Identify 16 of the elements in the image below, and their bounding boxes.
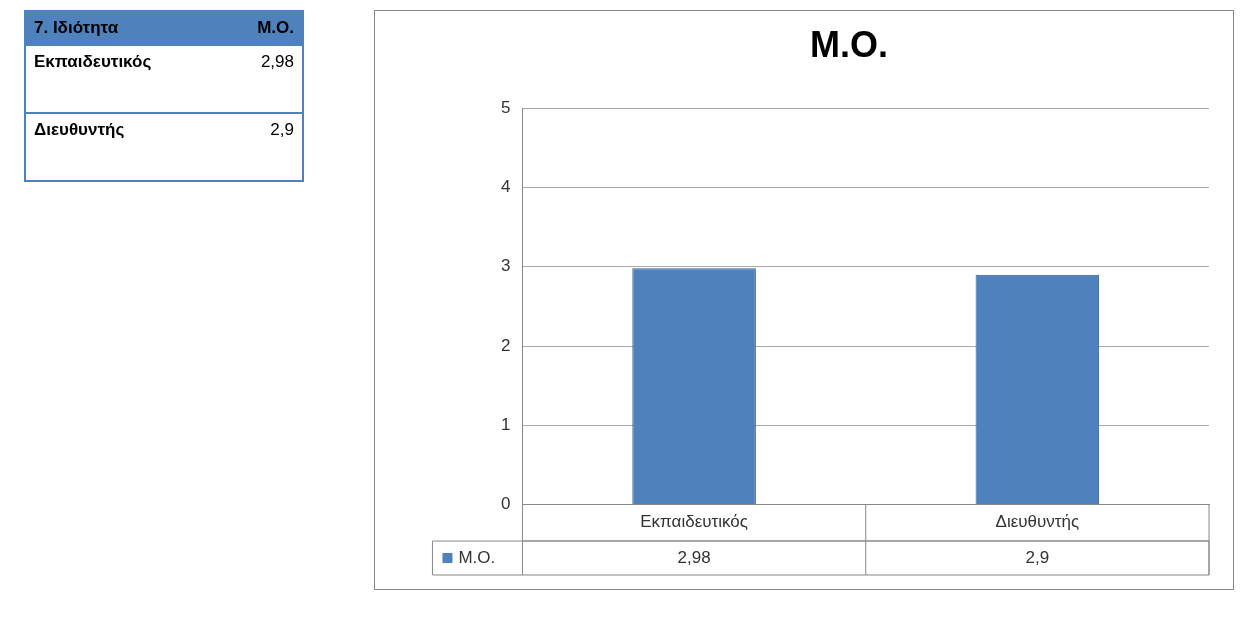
- category-label: Διευθυντής: [33, 119, 126, 141]
- text: Μ.Ο.: [256, 17, 295, 39]
- y-tick-label: 5: [500, 97, 511, 117]
- category-label: Εκπαιδευτικός: [33, 51, 153, 73]
- text: 2,9: [270, 120, 294, 139]
- y-tick-label: 1: [500, 415, 511, 435]
- text: 2,98: [260, 52, 294, 71]
- y-tick-label: 4: [500, 177, 511, 197]
- text: 7. Ιδιότητα: [33, 17, 120, 39]
- data-label: 2,9: [1025, 547, 1050, 567]
- y-tick-label: 3: [500, 256, 511, 276]
- y-tick-label: 2: [500, 335, 511, 355]
- y-tick-label: 0: [500, 494, 511, 514]
- chart-title: Μ.Ο.: [810, 23, 888, 65]
- legend-label: Μ.Ο.: [458, 547, 496, 567]
- data-label: 2,98: [677, 547, 711, 567]
